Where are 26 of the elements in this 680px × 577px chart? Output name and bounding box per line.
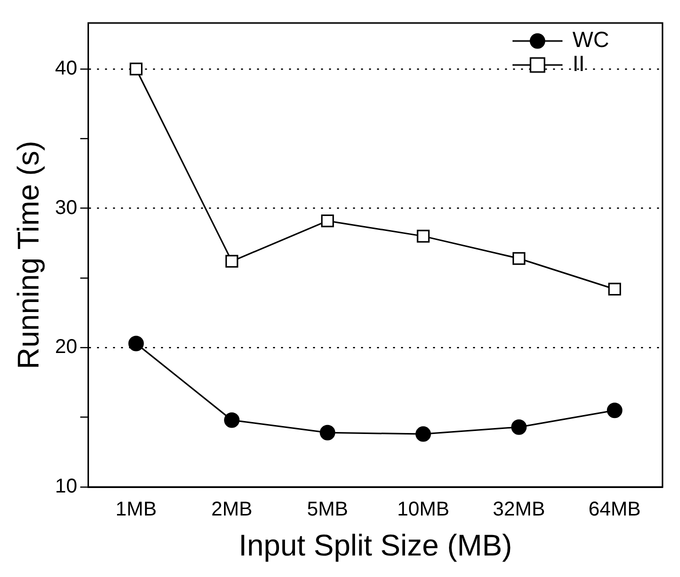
x-tick-label: 1MB (116, 498, 157, 521)
x-axis-title: Input Split Size (MB) (238, 529, 512, 562)
y-tick-label: 10 (54, 476, 78, 498)
point (321, 214, 334, 228)
point (224, 412, 240, 428)
point (130, 62, 143, 76)
y-tick-label: 30 (54, 196, 78, 219)
point (320, 424, 336, 440)
x-tick-label: 2MB (211, 498, 252, 521)
legend-label: WC (572, 27, 610, 52)
legend-label: II (572, 51, 585, 76)
x-tick-label: 64MB (588, 498, 641, 521)
x-tick-label: 32MB (492, 498, 546, 521)
x-tick-label: 5MB (306, 498, 348, 521)
y-axis-title: Running Time (s) (12, 140, 46, 370)
point (608, 282, 622, 296)
y-tick-label: 20 (54, 336, 78, 358)
y-tick-label: 40 (54, 58, 78, 80)
point (511, 419, 527, 435)
point (416, 230, 430, 243)
point (225, 254, 238, 268)
x-tick-label: 10MB (397, 498, 450, 521)
point (415, 426, 431, 442)
point (606, 402, 622, 418)
point (128, 336, 144, 352)
point (512, 252, 526, 265)
